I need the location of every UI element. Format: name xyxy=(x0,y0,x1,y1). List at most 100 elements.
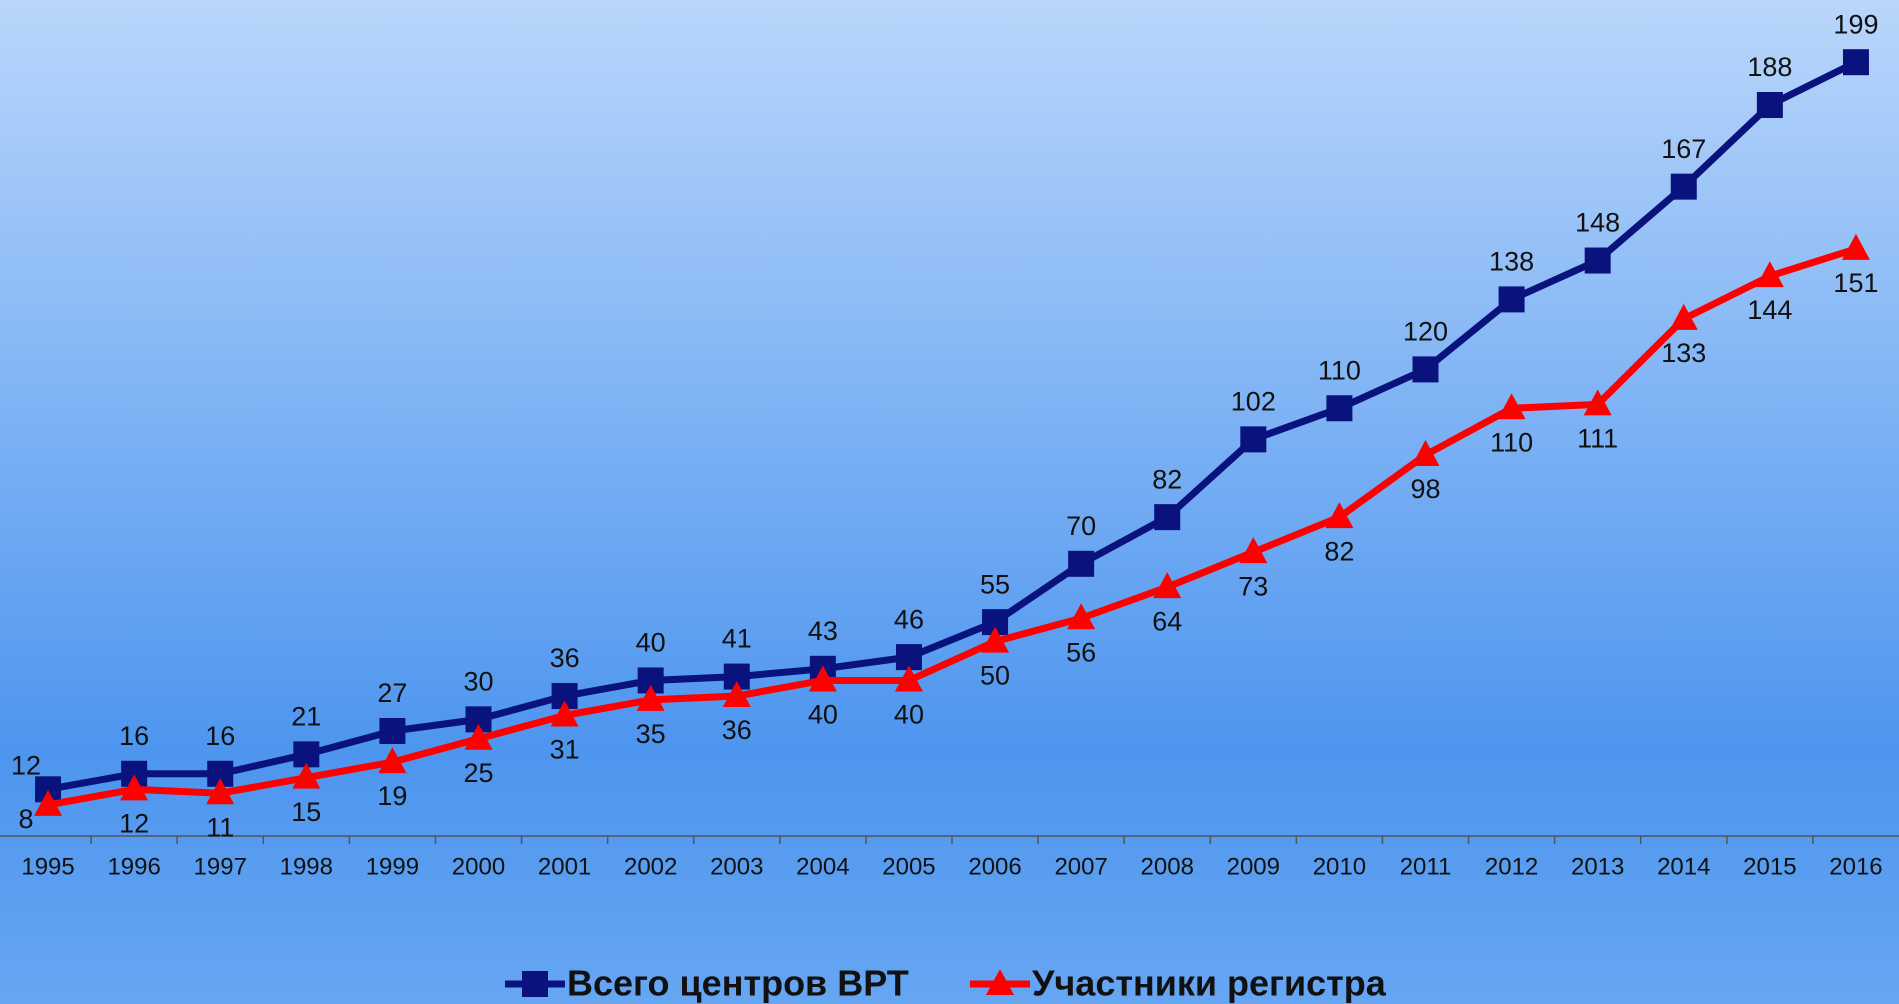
legend-marker xyxy=(522,971,548,997)
marker xyxy=(206,778,235,805)
marker xyxy=(1067,603,1096,630)
data-label: 56 xyxy=(1066,637,1096,667)
data-label: 199 xyxy=(1833,9,1878,39)
data-label: 111 xyxy=(1577,424,1618,454)
x-tick-label: 2002 xyxy=(624,853,677,880)
data-label: 133 xyxy=(1661,338,1706,368)
marker xyxy=(550,700,579,727)
marker xyxy=(120,774,149,801)
marker xyxy=(1326,395,1353,422)
marker xyxy=(1498,286,1525,313)
marker xyxy=(636,684,665,711)
data-label: 19 xyxy=(377,781,407,811)
data-label: 35 xyxy=(636,719,666,749)
marker xyxy=(722,681,751,708)
marker xyxy=(1584,247,1611,274)
series-line xyxy=(47,59,1858,793)
marker xyxy=(981,626,1010,653)
legend-marker xyxy=(986,969,1014,995)
data-label: 188 xyxy=(1747,52,1792,82)
marker xyxy=(1325,502,1354,529)
marker xyxy=(378,747,407,774)
marker xyxy=(1670,173,1697,200)
data-label: 98 xyxy=(1410,474,1440,504)
data-label: 40 xyxy=(894,700,924,730)
marker xyxy=(292,762,321,789)
x-tick-label: 2011 xyxy=(1400,853,1452,880)
data-label: 144 xyxy=(1747,295,1792,325)
x-tick-label: 2012 xyxy=(1485,853,1538,880)
x-tick-label: 2009 xyxy=(1227,853,1280,880)
data-label: 27 xyxy=(377,678,407,708)
marker xyxy=(1841,233,1870,260)
x-tick-label: 2006 xyxy=(968,853,1021,880)
marker xyxy=(1068,550,1095,577)
data-label: 16 xyxy=(205,721,235,751)
data-label: 12 xyxy=(11,750,41,780)
marker xyxy=(1583,389,1612,416)
x-tick-label: 2000 xyxy=(452,853,505,880)
data-label: 73 xyxy=(1238,571,1268,601)
x-tick-label: 1998 xyxy=(280,853,333,880)
data-label: 82 xyxy=(1324,536,1354,566)
x-tick-label: 2015 xyxy=(1743,853,1796,880)
data-label: 40 xyxy=(808,700,838,730)
legend-label: Участники регистра xyxy=(1032,963,1387,1004)
marker xyxy=(1154,504,1181,531)
marker xyxy=(808,665,837,692)
marker xyxy=(1412,356,1439,383)
data-label: 8 xyxy=(19,804,34,834)
x-tick-label: 2007 xyxy=(1054,853,1107,880)
marker xyxy=(1239,537,1268,564)
x-tick-label: 2010 xyxy=(1313,853,1366,880)
data-label: 148 xyxy=(1575,208,1620,238)
data-label: 25 xyxy=(463,758,493,788)
x-tick-label: 2014 xyxy=(1657,853,1710,880)
data-label: 110 xyxy=(1490,427,1533,457)
marker xyxy=(1756,91,1783,118)
data-label: 21 xyxy=(291,701,321,731)
data-label: 31 xyxy=(550,735,580,765)
x-tick-label: 1996 xyxy=(107,853,160,880)
data-label: 167 xyxy=(1661,134,1706,164)
marker xyxy=(1669,303,1698,330)
marker xyxy=(1240,426,1267,453)
x-tick-label: 1999 xyxy=(366,853,419,880)
x-tick-label: 1995 xyxy=(21,853,74,880)
data-label: 43 xyxy=(808,616,838,646)
legend-label: Всего центров ВРТ xyxy=(567,963,909,1004)
data-label: 16 xyxy=(119,721,149,751)
marker xyxy=(1497,393,1526,420)
data-label: 70 xyxy=(1066,511,1096,541)
data-label: 64 xyxy=(1152,606,1182,636)
x-tick-label: 2016 xyxy=(1829,853,1882,880)
data-label: 55 xyxy=(980,569,1010,599)
data-label: 46 xyxy=(894,604,924,634)
data-label: 12 xyxy=(119,808,149,838)
data-label: 110 xyxy=(1318,355,1361,385)
data-label: 151 xyxy=(1833,268,1878,298)
data-label: 41 xyxy=(722,624,752,654)
data-label: 50 xyxy=(980,661,1010,691)
data-label: 15 xyxy=(291,797,321,827)
x-tick-label: 2004 xyxy=(796,853,849,880)
data-label: 30 xyxy=(463,666,493,696)
x-tick-label: 2003 xyxy=(710,853,763,880)
data-label: 102 xyxy=(1231,387,1276,417)
x-tick-label: 2005 xyxy=(882,853,935,880)
marker xyxy=(1755,261,1784,288)
data-label: 11 xyxy=(206,812,234,842)
data-label: 82 xyxy=(1152,464,1182,494)
x-tick-label: 2008 xyxy=(1141,853,1194,880)
data-label: 138 xyxy=(1489,247,1534,277)
series-line xyxy=(47,245,1858,809)
marker xyxy=(379,718,406,745)
data-label: 40 xyxy=(636,628,666,658)
x-tick-label: 2001 xyxy=(538,853,591,880)
data-label: 120 xyxy=(1403,317,1448,347)
marker xyxy=(894,665,923,692)
data-label: 36 xyxy=(722,715,752,745)
marker xyxy=(34,789,63,816)
